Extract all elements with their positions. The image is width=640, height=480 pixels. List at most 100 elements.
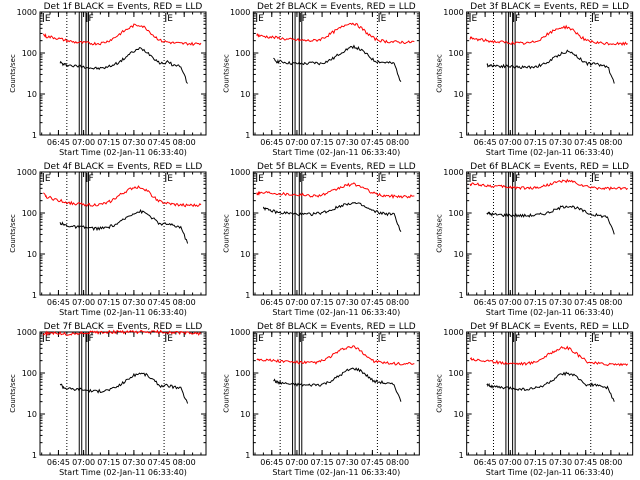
x-tick-label: 07:45 (148, 138, 171, 147)
y-tick-label: 1000 (17, 8, 37, 17)
x-tick-label: 06:45 (47, 298, 70, 307)
flag-marker-label: E (472, 14, 478, 24)
x-tick-label: 08:00 (599, 298, 622, 307)
plot-frame (39, 11, 207, 136)
x-tick-label: 07:00 (499, 138, 522, 147)
flag-marker-label: E (594, 14, 600, 24)
events-series-line (59, 47, 188, 84)
y-tick-label: 100 (22, 49, 37, 58)
x-tick-label: 08:00 (173, 138, 196, 147)
x-tick-label: 08:00 (173, 298, 196, 307)
flag-marker-label: E (167, 174, 173, 184)
chart-title: Det 9f BLACK = Events, RED = LLD (470, 322, 629, 332)
x-tick-label: 06:45 (474, 458, 497, 467)
x-tick-label: 07:15 (524, 138, 547, 147)
flag-marker-label: E (258, 14, 264, 24)
x-tick-label: 07:45 (361, 138, 384, 147)
x-tick-label: 07:00 (285, 298, 308, 307)
x-tick-label: 07:30 (549, 138, 572, 147)
y-tick-label: 1000 (230, 168, 250, 177)
x-axis-label: Start Time (02-Jan-11 06:33:40) (486, 468, 614, 477)
lld-series-line (42, 329, 202, 337)
chart-panel-2: Det 2f BLACK = Events, RED = LLD 1 10 100 10… (222, 2, 420, 157)
flag-marker-label: E (45, 14, 51, 24)
x-axis-label: Start Time (02-Jan-11 06:33:40) (486, 308, 614, 317)
x-tick-label: 07:45 (574, 298, 597, 307)
flag-marker-label: E (594, 334, 600, 344)
y-tick-label: 1 (245, 291, 250, 300)
x-tick-label: 06:45 (47, 458, 70, 467)
x-tick-label: 07:45 (574, 138, 597, 147)
x-tick-label: 07:15 (524, 458, 547, 467)
flag-marker-label: E (167, 14, 173, 24)
x-tick-label: 08:00 (386, 458, 409, 467)
y-tick-label: 1000 (443, 328, 463, 337)
x-tick-label: 06:45 (474, 298, 497, 307)
chart-title: Det 8f BLACK = Events, RED = LLD (257, 322, 416, 332)
y-tick-label: 1 (459, 131, 464, 140)
y-tick-label: 100 (235, 49, 250, 58)
flag-marker-label: F (302, 174, 307, 184)
lld-series-line (469, 24, 628, 47)
x-tick-label: 07:15 (311, 298, 334, 307)
x-axis-label: Start Time (02-Jan-11 06:33:40) (59, 148, 187, 157)
events-series-line (59, 372, 189, 404)
flag-marker-label: F (88, 174, 93, 184)
y-axis-label: Counts/sec (9, 54, 17, 93)
x-tick-label: 07:15 (97, 298, 120, 307)
flag-marker-label: F (515, 174, 520, 184)
x-tick-label: 07:30 (336, 138, 359, 147)
y-tick-label: 1000 (443, 168, 463, 177)
y-tick-label: 1000 (17, 168, 37, 177)
flag-marker-label: E (381, 14, 387, 24)
x-tick-label: 07:00 (285, 138, 308, 147)
y-tick-label: 10 (240, 90, 250, 99)
x-tick-label: 08:00 (599, 138, 622, 147)
flag-marker-label: F (515, 334, 520, 344)
y-tick-label: 100 (448, 209, 463, 218)
x-tick-label: 06:45 (260, 298, 283, 307)
chart-title: Det 4f BLACK = Events, RED = LLD (44, 162, 203, 172)
y-tick-label: 10 (27, 90, 37, 99)
x-axis-label: Start Time (02-Jan-11 06:33:40) (59, 468, 187, 477)
y-tick-label: 10 (453, 410, 463, 419)
y-tick-label: 1 (32, 131, 37, 140)
x-tick-label: 07:30 (336, 298, 359, 307)
x-tick-label: 07:00 (72, 458, 95, 467)
y-axis-label: Counts/sec (222, 54, 230, 93)
x-axis-label: Start Time (02-Jan-11 06:33:40) (272, 308, 400, 317)
x-tick-label: 07:30 (549, 298, 572, 307)
flag-marker-label: E (45, 334, 51, 344)
y-axis-label: Counts/sec (9, 374, 17, 413)
x-tick-label: 07:15 (311, 458, 334, 467)
plot-frame (252, 11, 420, 136)
y-tick-label: 100 (448, 369, 463, 378)
chart-panel-1: Det 1f BLACK = Events, RED = LLD 1 10 100 10… (9, 2, 207, 157)
lld-series-line (469, 178, 629, 191)
x-axis-label: Start Time (02-Jan-11 06:33:40) (272, 148, 400, 157)
chart-title: Det 5f BLACK = Events, RED = LLD (257, 162, 416, 172)
y-tick-label: 1 (245, 451, 250, 460)
y-tick-label: 1000 (17, 328, 37, 337)
events-series-line (486, 205, 615, 235)
flag-marker-label: E (258, 174, 264, 184)
y-axis-label: Counts/sec (9, 214, 17, 253)
flag-marker-label: F (88, 14, 93, 24)
plot-frame (39, 171, 207, 296)
flag-marker-label: E (381, 174, 387, 184)
plot-frame (466, 171, 634, 296)
y-tick-label: 1000 (443, 8, 463, 17)
events-series-line (486, 371, 615, 402)
x-tick-label: 07:30 (122, 458, 145, 467)
lld-series-line (469, 345, 629, 367)
x-tick-label: 07:45 (361, 298, 384, 307)
y-axis-label: Counts/sec (436, 214, 444, 253)
y-axis-label: Counts/sec (436, 54, 444, 93)
y-tick-label: 100 (22, 209, 37, 218)
chart-panel-8: Det 8f BLACK = Events, RED = LLD 1 10 100 10… (222, 322, 420, 477)
lld-series-line (256, 345, 415, 366)
chart-panel-7: Det 7f BLACK = Events, RED = LLD 1 10 100 10… (9, 322, 207, 477)
y-tick-label: 100 (448, 49, 463, 58)
x-tick-label: 07:30 (549, 458, 572, 467)
